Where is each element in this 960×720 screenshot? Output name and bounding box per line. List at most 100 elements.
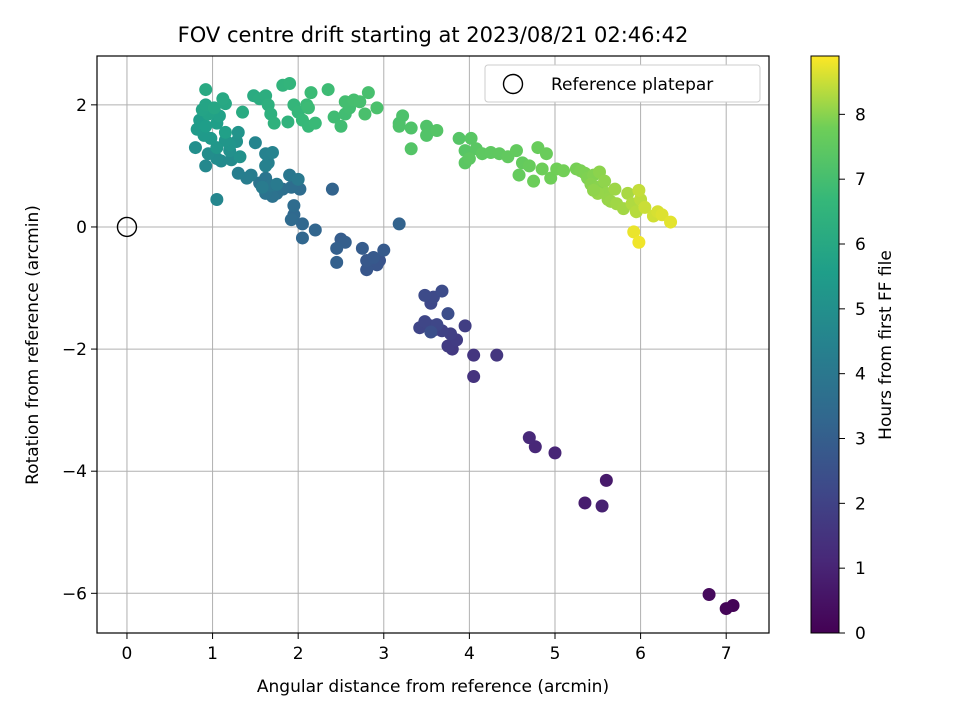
data-point	[435, 284, 449, 298]
x-tick-label: 4	[464, 644, 475, 664]
data-point	[233, 150, 247, 164]
chart-title: FOV centre drift starting at 2023/08/21 …	[178, 23, 689, 47]
data-point	[599, 473, 613, 487]
data-point	[291, 172, 305, 186]
data-point	[595, 499, 609, 513]
data-point	[462, 152, 476, 166]
y-axis-label: Rotation from reference (arcmin)	[23, 205, 43, 485]
y-tick-label: −6	[62, 584, 87, 604]
data-point	[199, 119, 213, 133]
data-point	[467, 370, 481, 384]
data-point	[308, 116, 322, 130]
data-point	[295, 231, 309, 245]
data-point	[420, 119, 434, 133]
data-point	[535, 162, 549, 176]
data-point	[255, 180, 269, 194]
data-point	[265, 145, 279, 159]
colorbar-tick-label: 2	[855, 494, 866, 514]
x-tick-label: 0	[122, 644, 133, 664]
data-point	[259, 159, 273, 173]
data-point	[396, 109, 410, 123]
x-tick-label: 5	[550, 644, 561, 664]
colorbar	[810, 55, 840, 634]
data-point	[632, 183, 646, 197]
data-point	[578, 496, 592, 510]
data-point	[512, 168, 526, 182]
reference-marker	[116, 216, 138, 238]
x-axis-ticks: 0 1 2 3 4 5 6 7	[122, 633, 732, 664]
data-point	[216, 92, 230, 106]
data-point	[527, 174, 541, 188]
data-point	[452, 131, 466, 145]
data-point	[418, 315, 432, 329]
data-point	[207, 101, 221, 115]
colorbar-tick-label: 5	[855, 300, 866, 320]
y-tick-label: −4	[62, 462, 87, 482]
data-point	[304, 86, 318, 100]
data-point	[283, 76, 297, 90]
data-point	[355, 241, 369, 255]
colorbar-tick-label: 4	[855, 365, 866, 385]
data-point	[321, 83, 335, 97]
data-point	[392, 119, 406, 133]
legend-box	[484, 64, 761, 103]
data-point	[199, 159, 213, 173]
data-point	[522, 431, 536, 445]
data-point	[528, 440, 542, 454]
data-point	[330, 255, 344, 269]
data-point	[632, 235, 646, 249]
data-point	[424, 325, 438, 339]
grid-lines	[97, 56, 769, 633]
data-point	[327, 110, 341, 124]
data-point	[598, 174, 612, 188]
data-point	[539, 147, 553, 161]
data-point	[361, 86, 375, 100]
data-point	[210, 141, 224, 155]
data-point	[621, 186, 635, 200]
x-tick-label: 1	[207, 644, 218, 664]
x-tick-label: 3	[378, 644, 389, 664]
data-point	[199, 83, 213, 97]
x-tick-label: 7	[721, 644, 732, 664]
data-point	[360, 263, 374, 277]
data-point	[370, 101, 384, 115]
data-point	[330, 241, 344, 255]
data-point	[608, 182, 622, 196]
colorbar-tick-label: 3	[855, 430, 866, 450]
data-point	[270, 177, 284, 191]
data-point	[325, 182, 339, 196]
y-tick-label: 0	[76, 218, 87, 238]
data-point	[627, 225, 641, 239]
data-point	[218, 125, 232, 139]
colorbar-tick-label: 8	[855, 105, 866, 125]
data-point	[248, 136, 262, 150]
data-point	[522, 159, 536, 173]
data-point	[308, 223, 322, 237]
legend-label: Reference platepar	[551, 75, 713, 95]
y-axis-ticks: −6 −4 −2 0 2	[62, 96, 97, 604]
x-tick-label: 2	[293, 644, 304, 664]
y-tick-label: −2	[62, 340, 87, 360]
data-point	[441, 307, 455, 321]
scatter-points	[188, 76, 740, 616]
data-point	[430, 123, 444, 137]
data-point	[467, 348, 481, 362]
data-point	[267, 116, 281, 130]
x-axis-label: Angular distance from reference (arcmin)	[257, 677, 609, 697]
data-point	[509, 144, 523, 158]
legend-marker-icon	[502, 73, 524, 95]
data-point	[638, 200, 652, 214]
data-point	[548, 446, 562, 460]
data-point	[236, 105, 250, 119]
colorbar-ticks: 0 1 2 3 4 5 6 7 8	[839, 105, 866, 644]
data-point	[464, 131, 478, 145]
data-point	[392, 217, 406, 231]
data-point	[420, 128, 434, 142]
data-point	[301, 101, 315, 115]
data-point	[334, 119, 348, 133]
data-point	[490, 348, 504, 362]
data-point	[544, 171, 558, 185]
legend: Reference platepar	[484, 64, 761, 103]
data-point	[358, 107, 372, 121]
